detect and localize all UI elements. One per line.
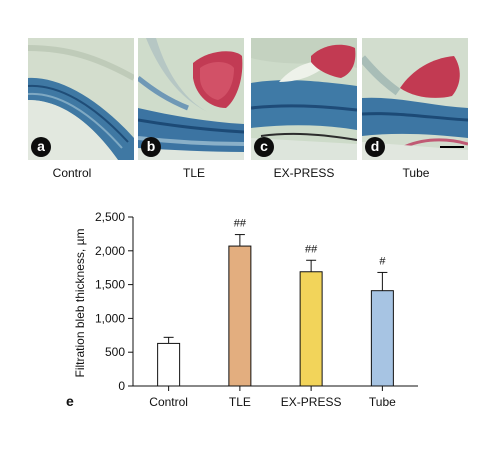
histology-panel-b: b [138,38,244,160]
bar-tube [370,290,394,387]
y-axis-label: Filtration bleb thickness, µm [73,229,87,378]
x-tick-label: Tube [369,395,396,409]
histology-panel-c: c [251,38,357,160]
chart-labels: 0 500 1,000 1,500 2,000 2,500 Control TLE ## EX-P… [95,210,396,409]
x-tick-label: TLE [229,395,251,409]
panel-letter-badge: a [31,137,51,157]
y-tick-label: 500 [105,345,125,359]
chart-bars [157,234,394,387]
panel-letter-badge: b [141,137,161,157]
scale-bar [440,146,464,148]
x-tick-label: Control [149,395,188,409]
y-tick-label: 2,500 [95,210,125,224]
panel-label-ex-press: EX-PRESS [273,166,335,180]
panel-label-tube: Tube [402,166,430,180]
significance-label: ## [234,218,247,230]
y-tick-label: 1,000 [95,311,125,325]
panel-letter-badge: c [254,137,274,157]
y-tick-label: 1,500 [95,278,125,292]
chart-axes [128,216,418,391]
x-tick-label: EX-PRESS [281,395,342,409]
panel-letter-badge: d [365,137,385,157]
panel-label-tle: TLE [182,166,205,180]
panel-letter-e: e [66,393,74,409]
significance-label: # [379,255,386,267]
histology-image-ex-press [251,38,357,160]
significance-label: ## [305,243,318,255]
panel-label-control: Control [52,166,92,180]
y-tick-label: 0 [118,379,125,393]
bar-ex-press [299,271,323,387]
y-tick-label: 2,000 [95,244,125,258]
bar-tle [228,245,252,387]
histology-panel-a: a [28,38,134,160]
bar-control [157,342,181,387]
histology-panel-d: d [362,38,468,160]
